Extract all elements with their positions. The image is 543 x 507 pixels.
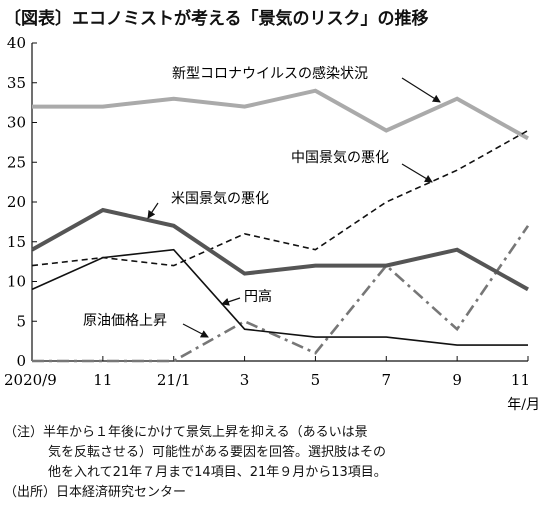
series-line [32,88,529,141]
leader-arrow [401,163,433,183]
x-tick-label: 21/1 [157,371,191,389]
series-label: 中国景気の悪化 [291,150,389,166]
y-tick-label: 5 [16,312,26,330]
series-line [31,248,528,346]
y-tick-label: 25 [7,153,26,171]
x-tick-label: 2020/9 [4,371,57,389]
y-tick-label: 0 [16,352,26,370]
note-line-1: （注）半年から１年後にかけて景気上昇を抑える（あるいは景 [4,425,368,440]
chart-title: 〔図表〕エコノミストが考える「景気のリスク」の推移 [4,9,429,29]
x-tick-label: 11 [93,371,112,389]
y-tick-label: 15 [7,233,26,251]
series-label: 米国景気の悪化 [171,191,269,207]
note-line-2: 気を反転させる）可能性がある要因を回答。選択肢はその [48,445,387,460]
series-label: 新型コロナウイルスの感染状況 [172,65,368,82]
y-tick-label: 20 [7,193,26,211]
x-axis-ticks: 2020/9 11 21/1 3 5 7 9 11 年/月 [4,356,540,413]
y-tick-label: 40 [7,34,26,52]
x-tick-label: 7 [382,371,392,389]
leader-arrow [401,77,441,103]
y-tick-label: 35 [7,74,26,92]
series-label: 円高 [244,288,272,305]
leader-arrow [221,297,241,306]
series-line [31,207,529,292]
x-tick-label: 3 [240,371,250,389]
x-tick-label: 5 [311,371,321,389]
leader-arrow [147,202,159,219]
y-tick-label: 30 [7,114,26,132]
series-line [31,129,529,267]
x-tick-label: 9 [452,371,462,389]
series-label: 原油価格上昇 [83,313,167,329]
series-line [32,225,530,363]
note-line-3: 他を入れて21年７月まで14項目、21年９月から13項目。 [48,465,387,480]
x-tick-label: 11 [511,371,530,389]
x-axis-unit: 年/月 [507,397,540,413]
leader-arrow [182,323,209,338]
series-lines [31,88,530,363]
source-note: （出所）日本経済研究センター [4,485,187,500]
y-tick-label: 10 [7,273,26,291]
y-axis-ticks: 0 5 10 15 20 25 30 35 40 [7,34,37,370]
